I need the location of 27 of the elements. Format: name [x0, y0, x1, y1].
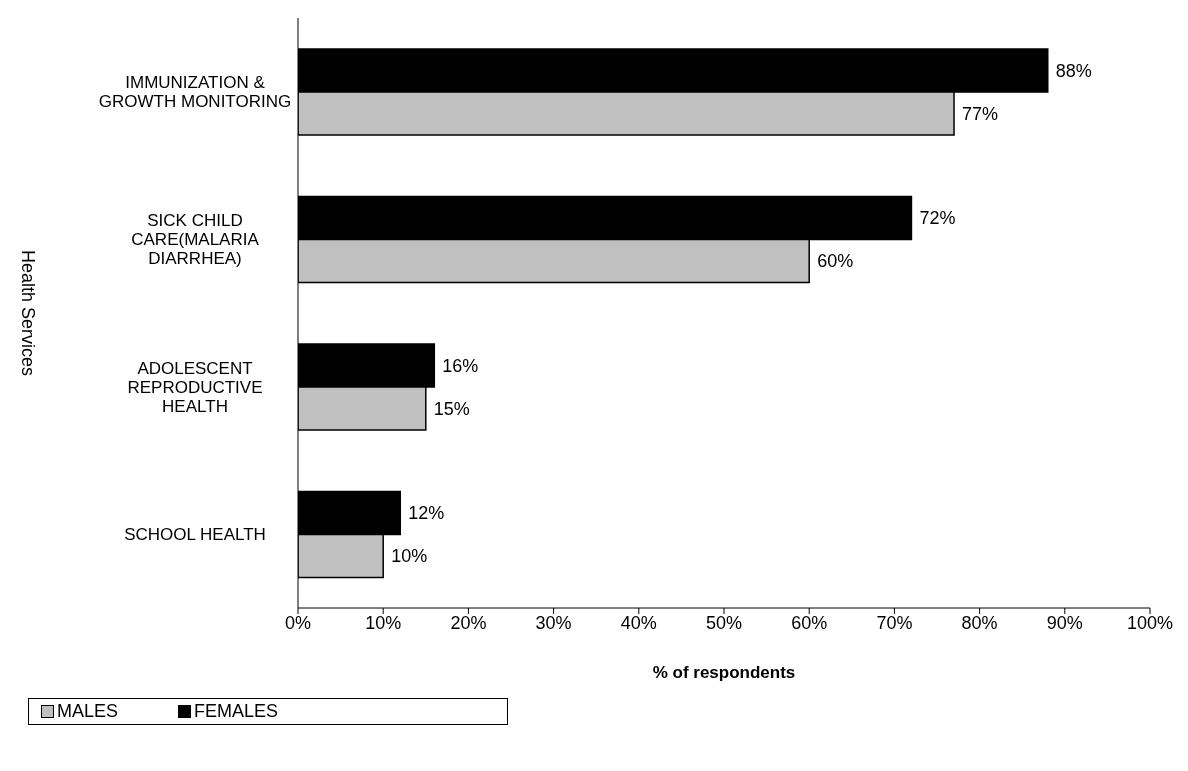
legend-label: MALES: [56, 701, 119, 722]
data-label: 60%: [817, 251, 854, 272]
x-tick-label: 20%: [450, 612, 487, 633]
x-axis-title: % of respondents: [652, 663, 796, 682]
x-tick-label: 30%: [535, 612, 572, 633]
y-axis-title: Health Services: [17, 249, 38, 377]
y-tick-label: ADOLESCENT REPRODUCTIVE HEALTH: [127, 358, 263, 416]
data-label: 15%: [433, 398, 470, 419]
x-tick-label: 40%: [620, 612, 657, 633]
data-label: 72%: [919, 208, 956, 229]
x-tick-label: 80%: [961, 612, 998, 633]
data-label: 16%: [442, 355, 479, 376]
x-tick-label: 60%: [791, 612, 828, 633]
x-tick-label: 100%: [1126, 612, 1174, 633]
y-tick-label: SICK CHILD CARE(MALARIA DIARRHEA): [131, 211, 260, 269]
x-tick-label: 90%: [1046, 612, 1083, 633]
legend-label: FEMALES: [193, 701, 279, 722]
x-tick-label: 50%: [705, 612, 743, 633]
data-label: 12%: [408, 503, 445, 524]
data-label: 10%: [391, 546, 428, 567]
data-label: 77%: [962, 103, 999, 124]
x-tick-label: 0%: [284, 612, 312, 633]
x-tick-label: 70%: [876, 612, 913, 633]
data-label: 88%: [1055, 60, 1092, 81]
y-tick-label: SCHOOL HEALTH: [124, 525, 266, 545]
y-tick-label: IMMUNIZATION & GROWTH MONITORING: [98, 73, 292, 112]
x-tick-label: 10%: [365, 612, 402, 633]
